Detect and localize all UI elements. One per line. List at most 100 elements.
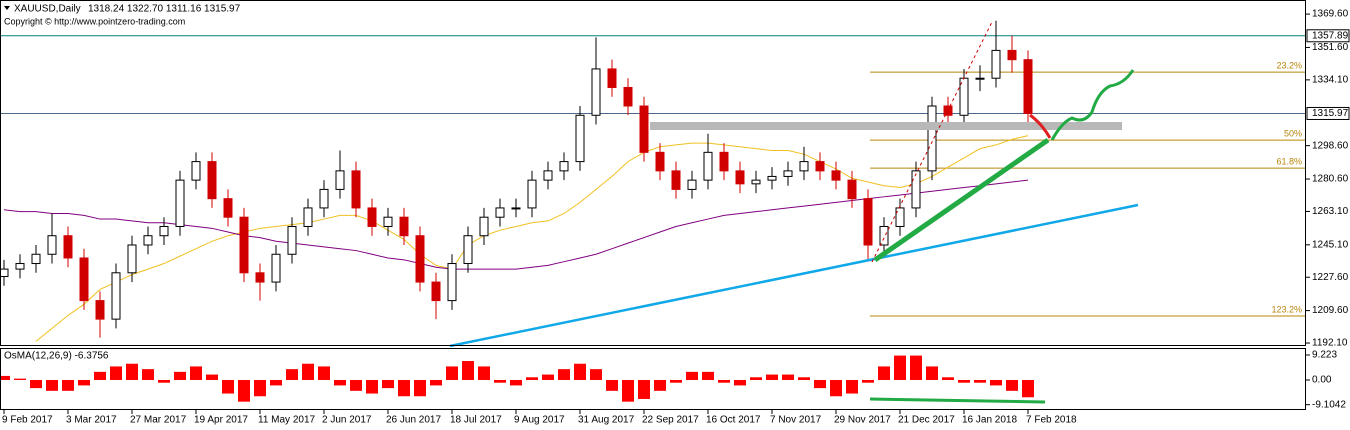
- zone: [650, 122, 1122, 130]
- drawings: XAUUSD,Daily 1318.24 1322.70 1311.16 131…: [0, 0, 1306, 410]
- copyright: Copyright © http://www.pointzero-trading…: [4, 16, 185, 26]
- price-label: 1315.97: [1312, 108, 1349, 119]
- osma-bar: [702, 371, 714, 380]
- osma-label: OsMA(12,26,9) -6.3756: [4, 351, 109, 362]
- menu-arrow[interactable]: [4, 6, 10, 10]
- x-tick-label: 18 Jul 2017: [450, 415, 502, 426]
- osma-bar: [654, 379, 666, 391]
- candle-body: [863, 198, 873, 246]
- candle-body: [783, 170, 793, 177]
- candle-body: [671, 170, 681, 190]
- osma-bar: [350, 379, 362, 391]
- osma-bar: [414, 379, 426, 397]
- moving-average: [35, 135, 1029, 342]
- osma-bar: [798, 377, 810, 380]
- candle-body: [207, 161, 217, 200]
- osma-bar: [862, 379, 874, 383]
- osma-bar: [398, 379, 410, 397]
- candle-body: [319, 188, 329, 209]
- osma-bar: [446, 366, 458, 380]
- osma-bar: [94, 371, 106, 380]
- osma-bar: [1006, 379, 1018, 391]
- candle-body: [223, 198, 233, 218]
- candle-body: [111, 272, 121, 320]
- osma-bar: [734, 379, 746, 386]
- osma-bar: [622, 379, 634, 402]
- osma-bar: [78, 379, 90, 386]
- candle-body: [831, 170, 841, 181]
- candle-body: [127, 244, 137, 274]
- candle-body: [95, 300, 105, 320]
- chart-title: XAUUSD,Daily: [14, 4, 81, 15]
- price-label: 1357.89: [1312, 30, 1349, 41]
- divergence-line: [869, 397, 1046, 404]
- osma-bar: [0, 375, 10, 380]
- osma-bar: [110, 366, 122, 380]
- x-tick-label: 11 May 2017: [258, 415, 316, 426]
- y-tick-label: 1227.60: [1312, 272, 1349, 283]
- osma-bar: [894, 355, 906, 380]
- osma-bar: [782, 374, 794, 380]
- fib-anchor: [871, 21, 993, 263]
- candle-body: [879, 225, 889, 246]
- osma-bar: [606, 379, 618, 391]
- x-tick-label: 16 Jan 2018: [962, 415, 1017, 426]
- x-tick-label: 29 Nov 2017: [834, 415, 891, 426]
- path-sketch: [1029, 113, 1052, 139]
- y-tick-label: -9.1042: [1312, 399, 1346, 410]
- candle-body: [591, 68, 601, 116]
- candle-body: [31, 253, 41, 265]
- x-tick-label: 21 Dec 2017: [898, 415, 955, 426]
- candle-body: [911, 170, 921, 209]
- candle-body: [623, 86, 633, 107]
- x-tick-label: 16 Oct 2017: [706, 415, 761, 426]
- candle-body: [255, 272, 265, 283]
- price-box: [1306, 106, 1350, 120]
- trendline: [873, 137, 1050, 263]
- x-tick-label: 27 Mar 2017: [130, 415, 187, 426]
- candle-body: [143, 235, 153, 246]
- candle-body: [351, 170, 361, 209]
- candle-body: [271, 253, 281, 283]
- x-tick-label: 3 Mar 2017: [66, 415, 117, 426]
- candle-body: [287, 225, 297, 255]
- candle-body: [191, 161, 201, 181]
- candle-body: [607, 68, 617, 88]
- moving-average: [3, 179, 1029, 270]
- candle-body: [63, 235, 73, 259]
- candle-body: [159, 225, 169, 237]
- y-tick-label: 1280.60: [1312, 174, 1349, 185]
- osma-bar: [430, 379, 442, 386]
- osma-bar: [206, 374, 218, 380]
- candle-body: [79, 257, 89, 302]
- candle-body: [175, 179, 185, 227]
- x-tick-label: 22 Sep 2017: [642, 415, 699, 426]
- x-tick-label: 7 Nov 2017: [770, 415, 822, 426]
- y-tick-label: 9.223: [1312, 350, 1337, 361]
- osma-bar: [942, 377, 954, 380]
- osma-bar: [590, 369, 602, 380]
- fib-label: 123.2%: [1271, 304, 1302, 314]
- y-tick-label: 1192.10: [1312, 338, 1348, 349]
- candle-body: [1007, 49, 1017, 61]
- osma-bar: [30, 379, 42, 389]
- candle-body: [639, 105, 649, 153]
- candle-body: [751, 179, 761, 185]
- y-tick-label: 1334.10: [1312, 75, 1349, 86]
- candle-body: [383, 216, 393, 227]
- osma-bar: [718, 379, 730, 383]
- osma-bar: [142, 369, 154, 380]
- osma-bar: [174, 371, 186, 380]
- y-tick-label: 1209.60: [1312, 305, 1349, 316]
- fib-label: 50%: [1284, 128, 1302, 138]
- plot: 1369.60 1351.60 1334.10 1298.60 1280.60 1263.…: [0, 9, 1350, 426]
- candle-body: [703, 151, 713, 181]
- candle-body: [735, 170, 745, 185]
- osma-bar: [574, 363, 586, 380]
- osma-bar: [270, 379, 282, 386]
- candle-body: [447, 263, 457, 302]
- osma-bar: [558, 369, 570, 380]
- osma-bar: [750, 377, 762, 380]
